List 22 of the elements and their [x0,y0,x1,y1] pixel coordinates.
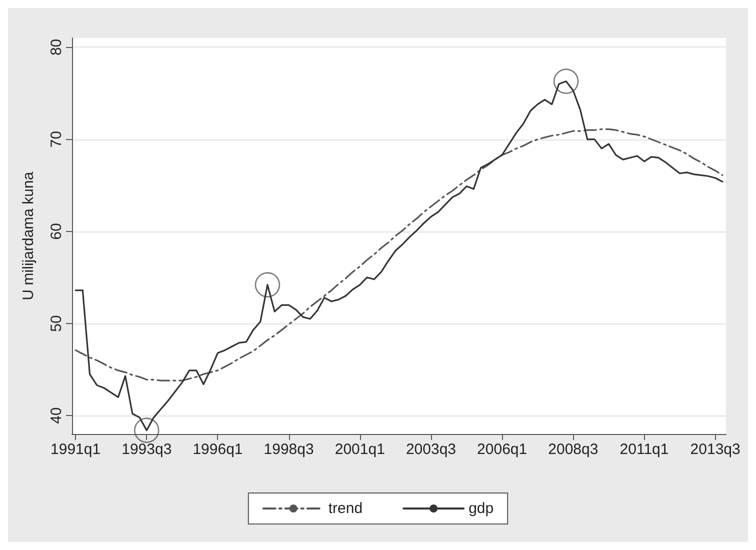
x-tick-label: 2001q1 [334,441,385,458]
y-tick-label: 60 [48,223,65,240]
x-tick-label: 2006q1 [477,441,528,458]
point [134,418,160,443]
x-tick-label: 2011q1 [620,441,669,458]
x-tick-label: 2003q3 [406,441,456,458]
line-series [74,80,724,432]
point [553,68,579,94]
point [254,272,280,298]
x-tick-label: 2013q3 [690,441,740,458]
y-tick-label: 50 [48,315,65,332]
x-tick-label: 1993q3 [122,441,172,458]
legend-label: gdp [468,500,494,517]
y-tick-label: 70 [48,130,65,148]
y-tick-label: 40 [48,407,65,424]
y-axis-title: U milijardama kuna [20,171,37,300]
x-tick-label: 1996q1 [192,441,243,458]
legend-label: trend [328,500,363,517]
x-tick-label: 2008q3 [548,441,598,458]
x-tick-label: 1998q3 [264,441,314,458]
y-tick-label: 80 [48,38,65,56]
x-tick-label: 1991q1 [50,441,101,458]
